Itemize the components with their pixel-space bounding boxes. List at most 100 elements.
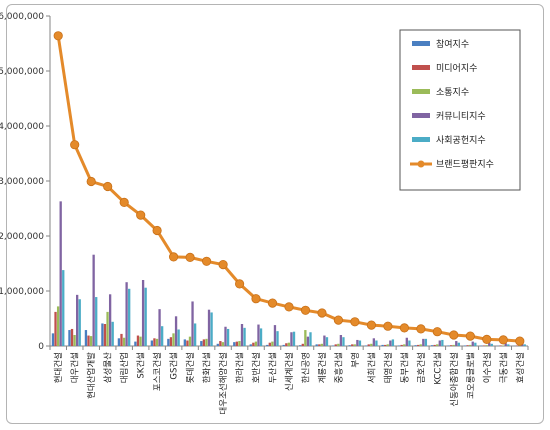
- bar: [89, 336, 93, 346]
- line-point: [169, 252, 179, 262]
- bar: [397, 345, 401, 346]
- x-tick-label: 한신공영: [301, 352, 312, 383]
- x-tick-label: 대우건설: [70, 352, 81, 383]
- bar: [141, 280, 145, 346]
- line-point: [350, 317, 360, 327]
- bar: [139, 336, 142, 346]
- bar: [504, 343, 507, 346]
- bar: [243, 327, 246, 346]
- bar: [488, 342, 491, 346]
- bar: [68, 330, 71, 346]
- line-point: [70, 140, 80, 150]
- bar: [122, 337, 126, 346]
- y-tick-label: 1,000,000: [0, 287, 44, 297]
- bar: [469, 344, 472, 346]
- line-point: [185, 252, 195, 262]
- line-point: [399, 323, 409, 333]
- x-tick-label: 효성건설: [515, 352, 526, 383]
- bar: [128, 288, 131, 346]
- bar: [285, 343, 288, 346]
- bar: [507, 344, 510, 346]
- bar: [299, 345, 302, 346]
- x-tick-label: 동부건설: [399, 352, 410, 383]
- bar: [523, 344, 526, 346]
- bar: [441, 339, 444, 346]
- x-tick-label: 대우조선해양건설: [218, 352, 229, 415]
- bar: [482, 345, 486, 346]
- bar: [188, 336, 192, 346]
- bar: [150, 340, 154, 346]
- bar: [358, 340, 362, 346]
- bar: [304, 330, 307, 346]
- legend-swatch: [412, 41, 430, 46]
- bar: [257, 324, 260, 346]
- x-tick-label: 롯데건설: [185, 352, 196, 383]
- bar: [400, 344, 403, 346]
- bar: [193, 323, 197, 346]
- bar: [318, 344, 321, 346]
- bar: [221, 342, 225, 346]
- bar: [226, 328, 230, 346]
- bar: [417, 344, 420, 346]
- bar: [457, 342, 460, 346]
- bar: [240, 324, 244, 346]
- bar: [249, 344, 252, 346]
- bar: [134, 341, 137, 346]
- bar: [160, 326, 164, 346]
- bar: [320, 343, 323, 346]
- bar: [282, 344, 285, 346]
- bar: [59, 201, 62, 346]
- bar: [367, 344, 370, 346]
- bar: [136, 335, 140, 346]
- bar: [334, 344, 337, 346]
- x-tick-label: 신세계건설: [284, 352, 295, 391]
- bar: [381, 344, 384, 346]
- line-point: [251, 294, 261, 304]
- bar: [422, 338, 425, 346]
- bar: [224, 326, 227, 346]
- bar: [111, 321, 114, 346]
- bar: [76, 294, 79, 346]
- bar: [92, 254, 95, 346]
- bar: [499, 345, 502, 346]
- bar: [158, 309, 161, 346]
- bar: [117, 338, 121, 346]
- bar: [108, 294, 112, 346]
- bar: [167, 338, 170, 346]
- bar: [216, 343, 219, 346]
- bar: [463, 345, 467, 346]
- x-tick-label: 두산건설: [268, 352, 279, 383]
- line-point: [218, 259, 228, 270]
- bar: [391, 339, 395, 346]
- bar: [447, 345, 450, 346]
- line-point: [482, 334, 492, 344]
- bar: [430, 345, 434, 346]
- legend-label: 참여지수: [436, 38, 469, 50]
- bar: [342, 337, 345, 346]
- bar: [419, 344, 422, 346]
- bar: [325, 337, 329, 346]
- bar: [490, 343, 493, 346]
- bar: [233, 342, 236, 346]
- bar: [424, 338, 428, 346]
- bar: [306, 336, 310, 346]
- bar: [271, 341, 274, 346]
- bar: [290, 332, 293, 346]
- bar: [172, 333, 175, 346]
- bar: [101, 323, 104, 346]
- x-tick-label: GS건설: [169, 352, 180, 380]
- bar: [408, 340, 411, 346]
- legend-swatch: [412, 113, 430, 118]
- line-point: [515, 336, 525, 346]
- bar: [449, 345, 453, 346]
- bar: [466, 345, 469, 346]
- bar: [210, 312, 213, 346]
- bar: [200, 341, 203, 346]
- bar: [433, 344, 436, 346]
- line-point: [300, 305, 311, 315]
- x-tick-label: 이수건설: [482, 352, 493, 383]
- line-point: [317, 308, 327, 318]
- line-point: [152, 225, 162, 236]
- bar: [276, 331, 279, 346]
